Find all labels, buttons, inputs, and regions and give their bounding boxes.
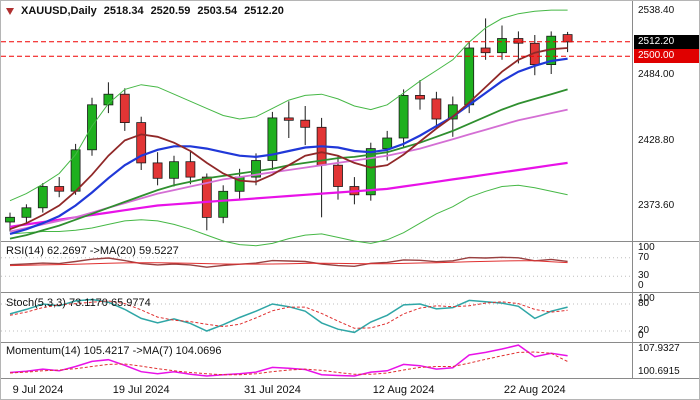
price-axis-label: 0: [638, 280, 644, 291]
candle-up: [497, 38, 507, 54]
ma-blue-mid-line: [9, 57, 568, 235]
candle-down: [415, 95, 425, 100]
candle-up: [267, 117, 278, 161]
stoch-indicator-label: Stoch(5,3,3) 73.1170 65.9774: [6, 297, 151, 309]
candle-down: [119, 93, 130, 123]
price-axis-label: 2373.60: [638, 199, 675, 211]
low-value: 2503.54: [197, 5, 238, 17]
bollinger-lower-line: [9, 184, 568, 247]
candle-down: [54, 186, 65, 192]
stoch-d-line: [9, 300, 568, 329]
price-axis-label: 2484.00: [638, 69, 675, 81]
candle-down: [513, 38, 524, 44]
candle-up: [251, 160, 261, 178]
open-value: 2518.34: [103, 5, 144, 17]
time-axis-label: 12 Aug 2024: [372, 384, 435, 396]
candle-down: [185, 161, 196, 178]
price-axis-label: 20: [638, 325, 650, 336]
high-value: 2520.59: [150, 5, 191, 17]
candle-up: [365, 148, 376, 196]
price-axis-label: 80: [638, 298, 650, 309]
candle-down: [333, 164, 343, 187]
candle-up: [169, 161, 179, 179]
candle-up: [218, 190, 229, 218]
candle-down: [201, 176, 212, 218]
price-axis-label: 0: [638, 330, 644, 341]
rsi-indicator-label: RSI(14) 62.2697 ->MA(20) 59.5227: [6, 245, 179, 257]
price-axis-label: 2538.40: [638, 4, 675, 16]
candle-down: [480, 47, 491, 54]
candle-up: [70, 149, 81, 192]
price-axis-label: 30: [638, 270, 650, 282]
candle-down: [136, 122, 147, 164]
price-axis-label: 2428.80: [638, 134, 675, 146]
momentum-ma-line: [9, 351, 568, 376]
candle-down: [300, 119, 311, 128]
symbol-period: XAUUSD,Daily: [21, 5, 97, 17]
candle-up: [5, 216, 15, 223]
candle-down: [283, 117, 294, 121]
price-axis-label: 70: [638, 251, 650, 263]
horizontal-line-price-badge[interactable]: 2500.00: [634, 49, 699, 64]
close-value: 2512.20: [244, 5, 284, 17]
bollinger-upper-line: [9, 9, 568, 202]
candle-up: [87, 104, 97, 151]
time-axis-label: 22 Aug 2024: [503, 384, 566, 396]
candle-up: [37, 186, 48, 209]
rsi-line: [9, 256, 568, 268]
price-axis-label: 107.9327: [638, 343, 680, 354]
bid-price-badge: 2512.20: [634, 34, 699, 49]
ma-darkred-fast-line: [9, 47, 568, 231]
time-axis-label: 31 Jul 2024: [243, 384, 301, 396]
price-axis-label: 100: [638, 242, 655, 253]
candle-down: [431, 98, 442, 120]
candle-up: [398, 95, 409, 139]
chart-header: XAUUSD,Daily 2518.34 2520.59 2503.54 251…: [6, 5, 284, 17]
candle-down: [152, 162, 163, 179]
candle-up: [21, 207, 32, 218]
price-axis-label: 100.6915: [638, 366, 680, 377]
rsi-ma-line: [9, 260, 568, 267]
candle-down: [562, 34, 573, 43]
momentum-line: [9, 344, 568, 377]
candle-up: [382, 137, 393, 150]
ma-magenta-slowest-line: [9, 161, 568, 228]
time-axis-label: 9 Jul 2024: [12, 384, 64, 396]
symbol-marker-icon: [6, 7, 14, 15]
time-axis-label: 19 Jul 2024: [112, 384, 170, 396]
price-axis-label: 100: [638, 293, 655, 304]
momentum-indicator-label: Momentum(14) 105.4217 ->MA(7) 104.0696: [6, 345, 222, 357]
